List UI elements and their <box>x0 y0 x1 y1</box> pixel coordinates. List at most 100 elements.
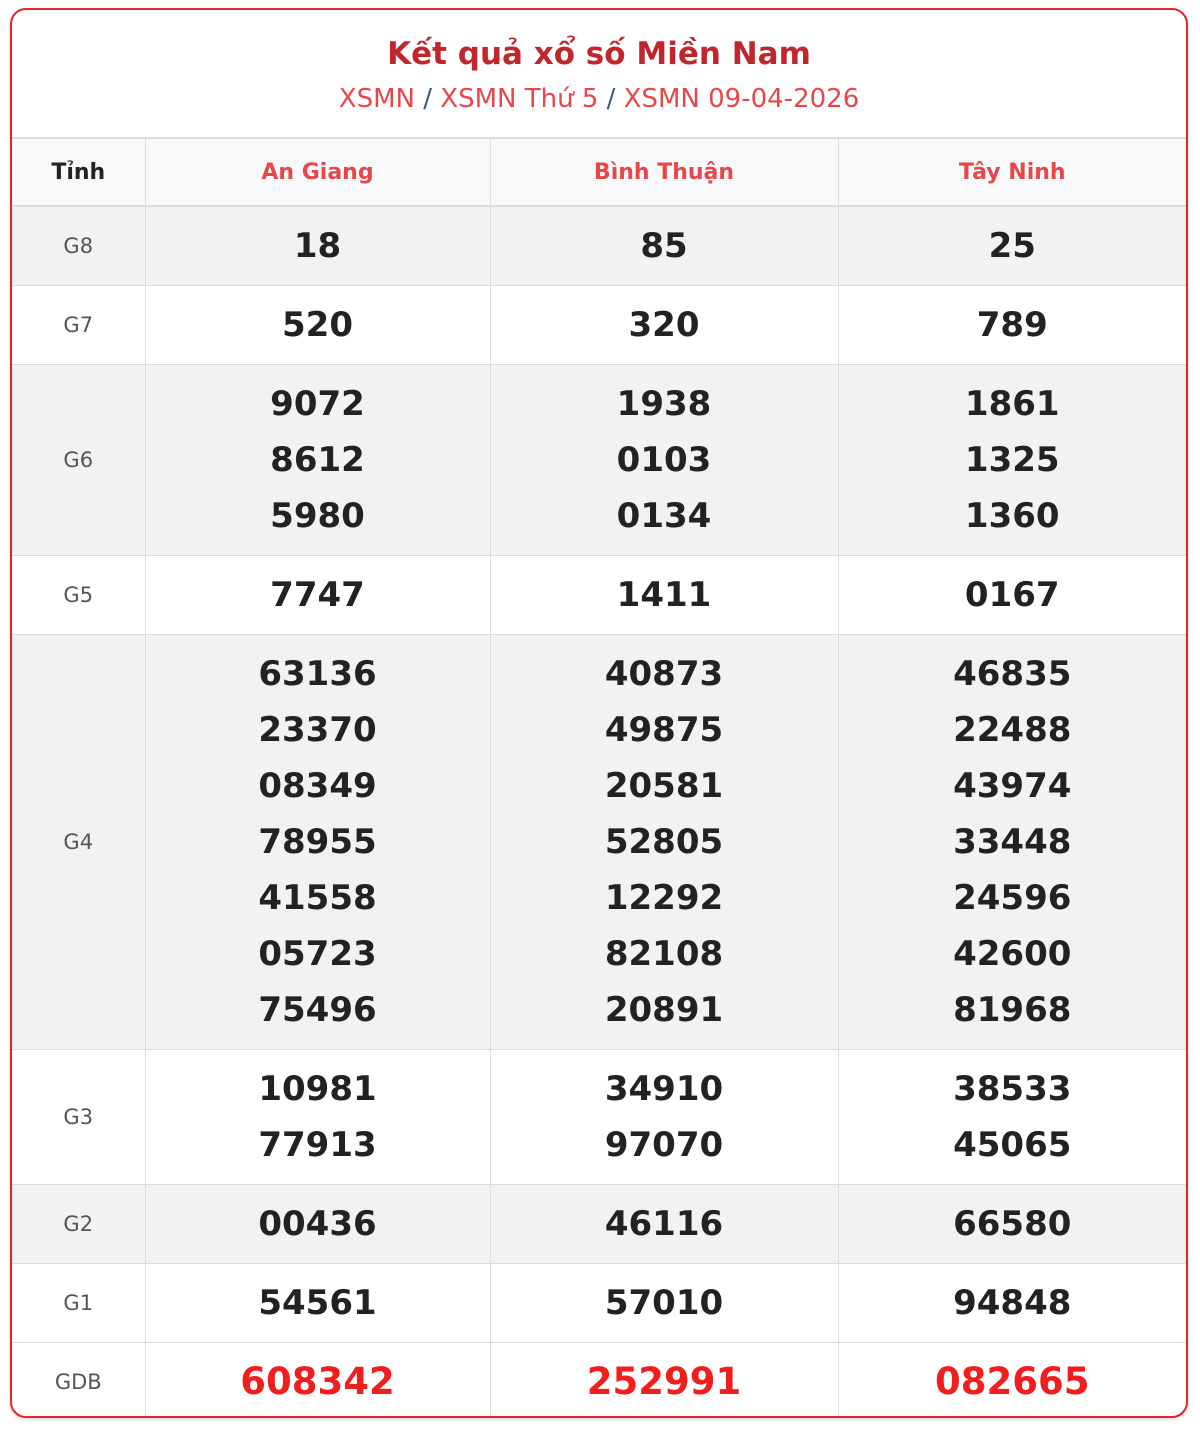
prize-cell: 1411 <box>489 555 839 635</box>
prize-cell: 40873 49875 20581 52805 12292 82108 20891 <box>489 634 839 1050</box>
prize-number: 46116 <box>604 1204 724 1244</box>
prize-number: 0103 <box>616 440 712 480</box>
prize-number: 320 <box>628 305 700 345</box>
prize-number: 1938 <box>616 384 712 424</box>
page-title: Kết quả xổ số Miền Nam <box>387 36 811 72</box>
prize-cell: 94848 <box>837 1263 1186 1343</box>
special-prize-number: 082665 <box>935 1360 1090 1403</box>
prize-number: 05723 <box>258 934 377 974</box>
column-header-tay-ninh[interactable]: Tây Ninh <box>837 137 1186 207</box>
prize-number: 10981 <box>258 1069 377 1109</box>
prize-number: 97070 <box>604 1125 724 1165</box>
prize-label: GDB <box>12 1342 146 1416</box>
prize-label: G1 <box>12 1263 146 1343</box>
prize-number: 25 <box>988 226 1036 266</box>
breadcrumb-xsmn-date[interactable]: XSMN 09-04-2026 <box>623 84 860 114</box>
prize-number: 7747 <box>270 575 365 615</box>
prize-number: 81968 <box>953 990 1072 1030</box>
prize-number: 42600 <box>953 934 1072 974</box>
prize-number: 46835 <box>953 654 1072 694</box>
prize-number: 18 <box>293 226 342 266</box>
prize-row-gdb: GDB 608342 252991 082665 <box>12 1342 1186 1416</box>
prize-cell: 54561 <box>144 1263 491 1343</box>
prize-number: 1325 <box>964 440 1060 480</box>
prize-label: G3 <box>12 1049 146 1185</box>
prize-cell: 46116 <box>489 1184 839 1264</box>
prize-label: G8 <box>12 205 146 286</box>
prize-label: G6 <box>12 364 146 556</box>
prize-cell: 7747 <box>144 555 491 635</box>
prize-row-g3: G3 10981 77913 34910 97070 38533 45065 <box>12 1049 1186 1185</box>
table-header-row: Tỉnh An Giang Bình Thuận Tây Ninh <box>12 137 1186 207</box>
prize-number: 78955 <box>258 822 377 862</box>
prize-cell: 38533 45065 <box>837 1049 1186 1185</box>
prize-cell: 00436 <box>144 1184 491 1264</box>
prize-row-g4: G4 63136 23370 08349 78955 41558 05723 75496 408… <box>12 634 1186 1050</box>
prize-cell: 25 <box>837 205 1186 286</box>
special-prize-number: 608342 <box>240 1360 395 1403</box>
prize-number: 63136 <box>258 654 377 694</box>
prize-number: 34910 <box>604 1069 724 1109</box>
prize-number: 75496 <box>258 990 377 1030</box>
prize-cell: 57010 <box>489 1263 839 1343</box>
prize-number: 789 <box>976 305 1048 345</box>
prize-number: 12292 <box>604 878 724 918</box>
prize-number: 9072 <box>270 384 365 424</box>
prize-number: 22488 <box>953 710 1072 750</box>
prize-number: 82108 <box>604 934 724 974</box>
prize-number: 41558 <box>258 878 377 918</box>
prize-number: 54561 <box>258 1283 377 1323</box>
prize-number: 24596 <box>953 878 1072 918</box>
prize-cell: 9072 8612 5980 <box>144 364 491 556</box>
prize-row-g2: G2 00436 46116 66580 <box>12 1184 1186 1264</box>
prize-number: 40873 <box>604 654 724 694</box>
prize-number: 85 <box>640 226 688 266</box>
prize-cell: 10981 77913 <box>144 1049 491 1185</box>
prize-number: 57010 <box>604 1283 724 1323</box>
prize-number: 520 <box>282 305 353 345</box>
prize-number: 08349 <box>258 766 377 806</box>
prize-cell: 1861 1325 1360 <box>837 364 1186 556</box>
prize-cell: 608342 <box>144 1342 491 1416</box>
prize-number: 00436 <box>258 1204 377 1244</box>
breadcrumb: XSMN / XSMN Thứ 5 / XSMN 09-04-2026 <box>12 83 1186 115</box>
prize-cell: 46835 22488 43974 33448 24596 42600 81968 <box>837 634 1186 1050</box>
prize-number: 77913 <box>258 1125 377 1165</box>
breadcrumb-xsmn-thu-5[interactable]: XSMN Thứ 5 <box>440 84 599 114</box>
prize-number: 0134 <box>616 496 712 536</box>
breadcrumb-xsmn[interactable]: XSMN <box>338 84 415 114</box>
prize-cell: 520 <box>144 285 491 365</box>
prize-label: G7 <box>12 285 146 365</box>
prize-number: 20891 <box>604 990 724 1030</box>
results-table: Tỉnh An Giang Bình Thuận Tây Ninh G8 18 85… <box>12 137 1186 1416</box>
prize-row-g5: G5 7747 1411 0167 <box>12 555 1186 635</box>
prize-number: 1360 <box>964 496 1060 536</box>
special-prize-number: 252991 <box>586 1360 742 1403</box>
prize-number: 52805 <box>604 822 724 862</box>
prize-cell: 18 <box>144 205 491 286</box>
prize-row-g1: G1 54561 57010 94848 <box>12 1263 1186 1343</box>
prize-number: 20581 <box>604 766 724 806</box>
prize-row-g7: G7 520 320 789 <box>12 285 1186 365</box>
prize-cell: 66580 <box>837 1184 1186 1264</box>
prize-number: 23370 <box>258 710 377 750</box>
prize-label: G2 <box>12 1184 146 1264</box>
results-card: Kết quả xổ số Miền Nam XSMN / XSMN Thứ 5… <box>10 8 1188 1418</box>
prize-number: 1861 <box>964 384 1060 424</box>
prize-cell: 34910 97070 <box>489 1049 839 1185</box>
prize-number: 43974 <box>953 766 1072 806</box>
prize-cell: 789 <box>837 285 1186 365</box>
column-header-binh-thuan[interactable]: Bình Thuận <box>489 137 839 207</box>
prize-number: 66580 <box>953 1204 1072 1244</box>
column-header-an-giang[interactable]: An Giang <box>144 137 491 207</box>
prize-cell: 252991 <box>489 1342 839 1416</box>
prize-number: 49875 <box>604 710 724 750</box>
prize-cell: 1938 0103 0134 <box>489 364 839 556</box>
prize-cell: 0167 <box>837 555 1186 635</box>
prize-label: G5 <box>12 555 146 635</box>
prize-number: 38533 <box>953 1069 1072 1109</box>
prize-cell: 082665 <box>837 1342 1186 1416</box>
prize-number: 8612 <box>270 440 365 480</box>
column-header-province: Tỉnh <box>12 137 146 207</box>
prize-cell: 85 <box>489 205 839 286</box>
